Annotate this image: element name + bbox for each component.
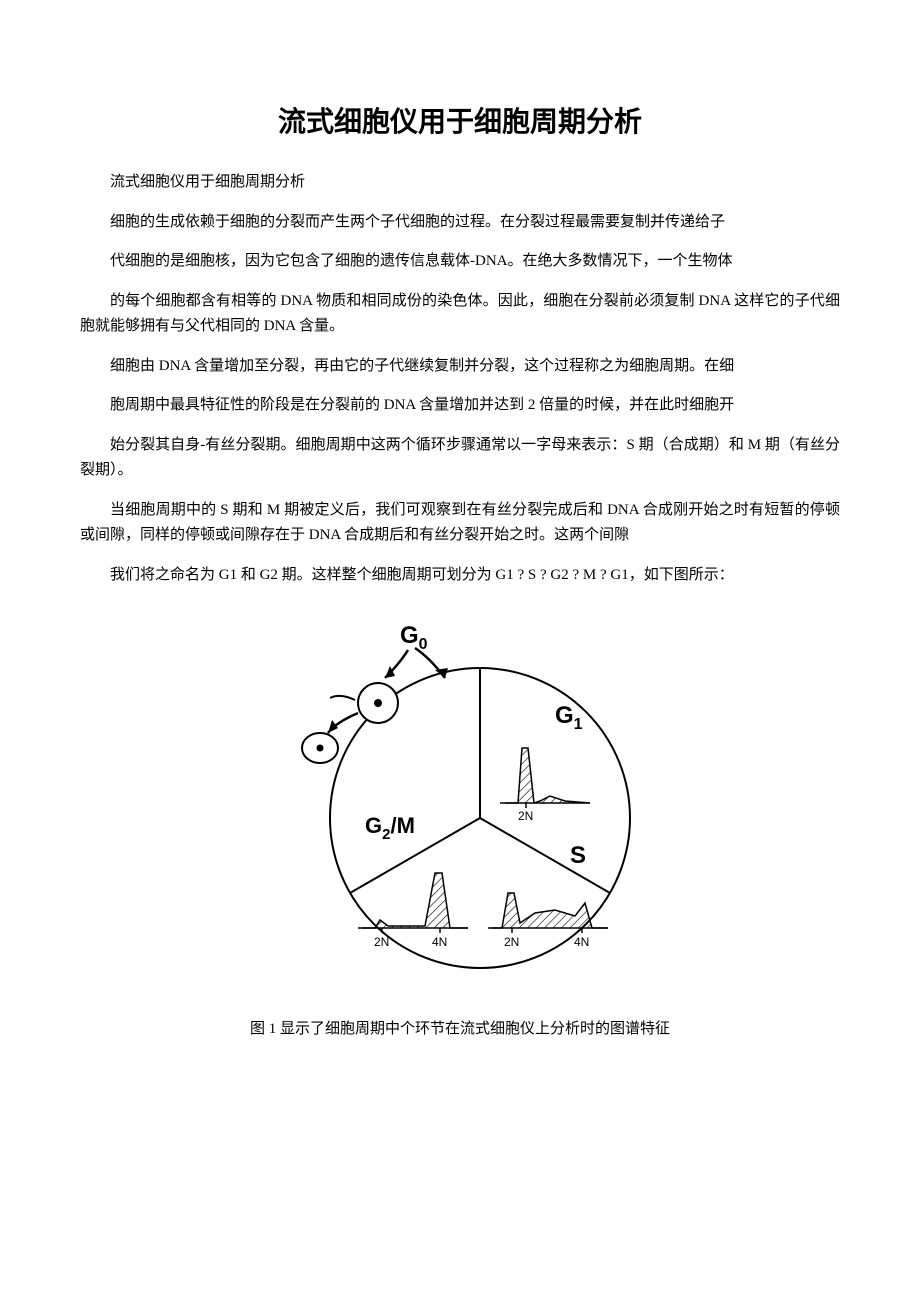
cell-dividing-nucleus [317, 745, 324, 752]
histogram-g2m: 2N 4N [358, 873, 468, 949]
histogram-g1: 2N [500, 748, 590, 823]
document-page: 流式细胞仪用于细胞周期分析 流式细胞仪用于细胞周期分析 细胞的生成依赖于细胞的分… [0, 0, 920, 1098]
svg-text:2N: 2N [504, 935, 519, 949]
label-g1: G1 [555, 702, 583, 733]
cell-cycle-diagram: G0 G1 [80, 608, 840, 993]
paragraph: 代细胞的是细胞核，因为它包含了细胞的遗传信息载体-DNA。在绝大多数情况下，一个… [80, 249, 840, 275]
paragraph: 我们将之命名为 G1 和 G2 期。这样整个细胞周期可划分为 G1 ? S ? … [80, 563, 840, 589]
paragraph: 始分裂其自身-有丝分裂期。细胞周期中这两个循环步骤通常以一字母来表示：S 期（合… [80, 433, 840, 484]
paragraph: 胞周期中最具特征性的阶段是在分裂前的 DNA 含量增加并达到 2 倍量的时候，并… [80, 393, 840, 419]
svg-text:4N: 4N [574, 935, 589, 949]
diagram-svg: G0 G1 [270, 608, 650, 988]
divider-right [480, 818, 610, 893]
label-g2m: G2/M [365, 813, 415, 843]
arrow-to-divide-head [328, 720, 338, 733]
svg-text:4N: 4N [432, 935, 447, 949]
paragraph: 细胞由 DNA 含量增加至分裂，再由它的子代继续复制并分裂，这个过程称之为细胞周… [80, 354, 840, 380]
label-s: S [570, 842, 586, 869]
label-g0: G0 [400, 622, 428, 653]
paragraph: 当细胞周期中的 S 期和 M 期被定义后，我们可观察到在有丝分裂完成后和 DNA… [80, 498, 840, 549]
paragraph: 的每个细胞都含有相等的 DNA 物质和相同成份的染色体。因此，细胞在分裂前必须复… [80, 289, 840, 340]
histogram-s: 2N 4N [488, 893, 608, 949]
svg-text:2N: 2N [518, 809, 533, 823]
page-title: 流式细胞仪用于细胞周期分析 [80, 100, 840, 140]
figure-caption: 图 1 显示了细胞周期中个环节在流式细胞仪上分析时的图谱特征 [80, 1017, 840, 1038]
paragraph: 流式细胞仪用于细胞周期分析 [80, 170, 840, 196]
svg-text:2N: 2N [374, 935, 389, 949]
arrow-upper-small [330, 696, 355, 700]
paragraph: 细胞的生成依赖于细胞的分裂而产生两个子代细胞的过程。在分裂过程最需要复制并传递给… [80, 210, 840, 236]
cell-small-nucleus [374, 699, 382, 707]
